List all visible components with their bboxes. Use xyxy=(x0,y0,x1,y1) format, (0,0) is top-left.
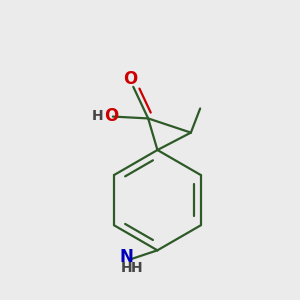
Text: N: N xyxy=(120,248,134,266)
Text: H: H xyxy=(130,261,142,275)
Text: H: H xyxy=(121,261,132,275)
Text: H: H xyxy=(92,109,104,123)
Text: O: O xyxy=(123,70,137,88)
Text: O: O xyxy=(104,107,118,125)
